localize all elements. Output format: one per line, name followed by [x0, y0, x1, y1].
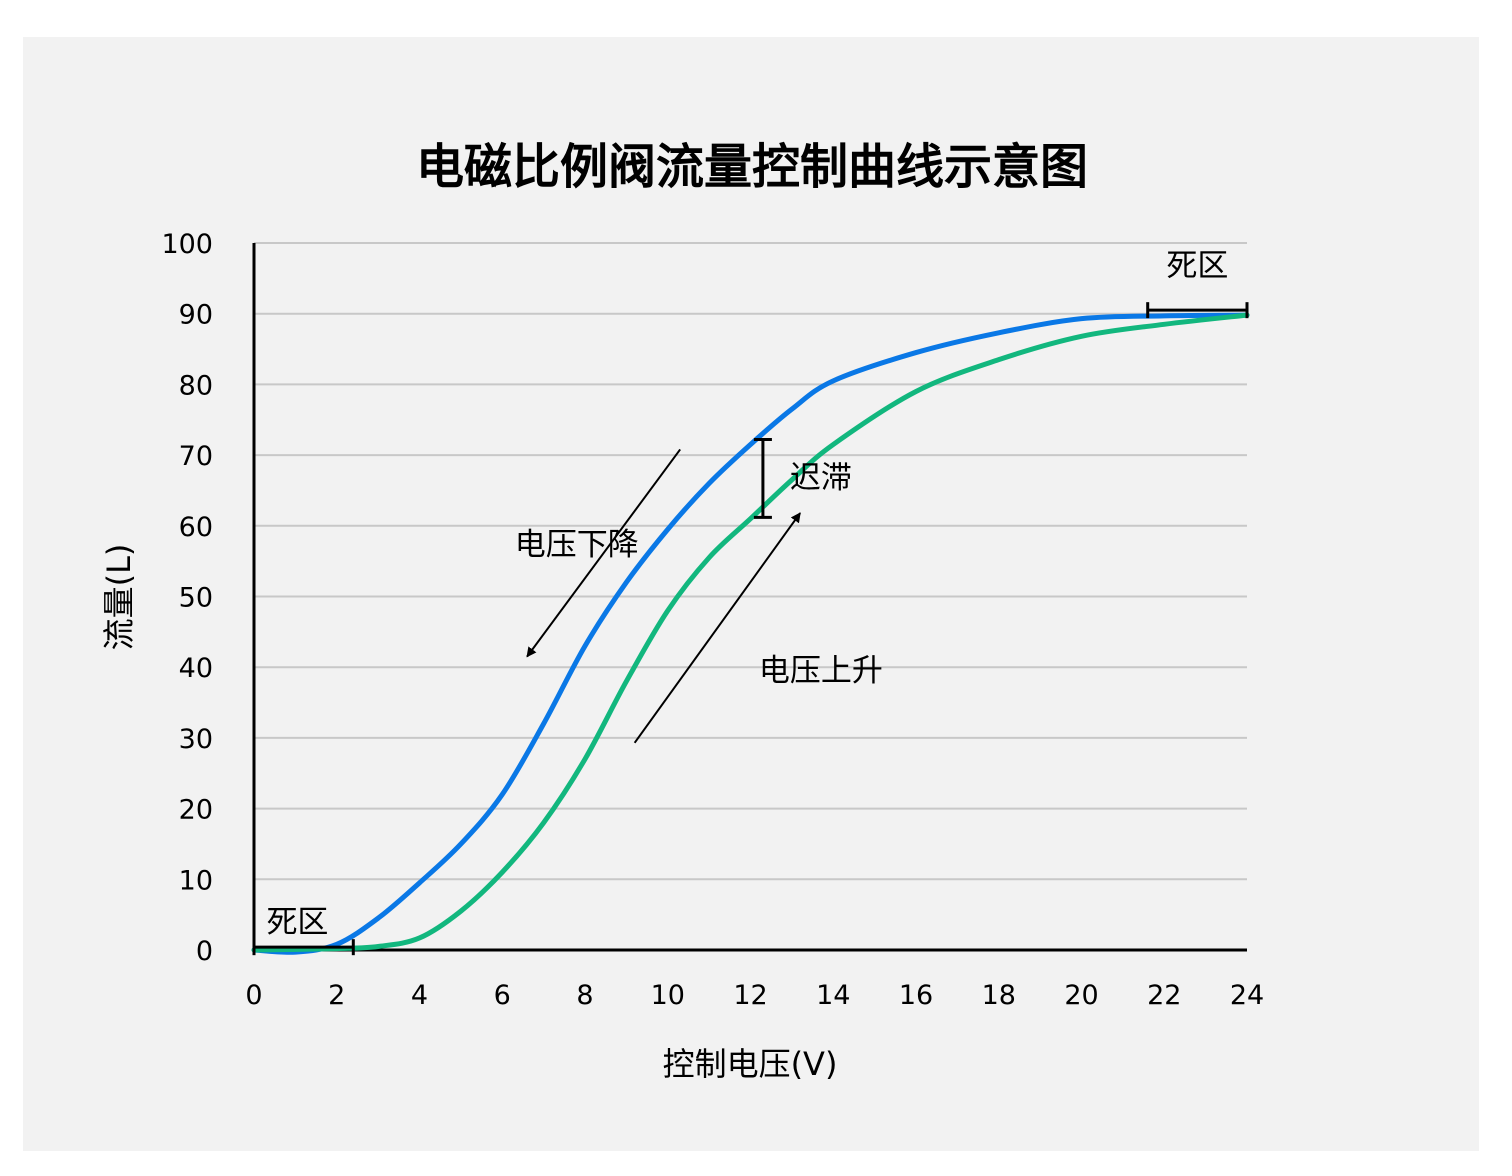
x-tick-label: 22: [1147, 980, 1181, 1011]
series-line-falling: [251, 312, 1250, 955]
y-tick-label: 40: [179, 653, 213, 684]
x-tick-label: 14: [816, 980, 850, 1011]
x-tick-label: 4: [411, 980, 428, 1011]
x-tick-label: 6: [494, 980, 511, 1011]
direction-arrow: [526, 448, 681, 658]
annotation-label: 死区: [1166, 248, 1228, 284]
annotation-label: 电压下降: [515, 527, 639, 563]
y-tick-label: 50: [179, 583, 213, 614]
x-tick-label: 16: [899, 980, 933, 1011]
x-axis-label: 控制电压(V): [663, 1045, 838, 1083]
series-line-rising: [251, 312, 1250, 953]
x-tick-label: 18: [982, 980, 1016, 1011]
x-tick-label: 24: [1230, 980, 1264, 1011]
y-tick-label: 100: [161, 229, 213, 260]
y-axis-label: 流量(L): [100, 544, 138, 651]
annotation-label: 电压上升: [759, 653, 883, 689]
x-tick-label: 12: [733, 980, 767, 1011]
y-tick-label: 70: [179, 441, 213, 472]
x-tick-label: 10: [651, 980, 685, 1011]
direction-arrow: [633, 512, 801, 744]
y-tick-label: 60: [179, 512, 213, 543]
chart-title: 电磁比例阀流量控制曲线示意图: [416, 139, 1088, 195]
annotation-label: 迟滞: [790, 460, 852, 496]
x-tick-label: 8: [576, 980, 593, 1011]
x-tick-label: 2: [328, 980, 345, 1011]
y-tick-label: 30: [179, 724, 213, 755]
y-tick-label: 10: [179, 865, 213, 896]
y-tick-label: 80: [179, 370, 213, 401]
y-tick-label: 20: [179, 795, 213, 826]
x-tick-label: 20: [1064, 980, 1098, 1011]
annotation-label: 死区: [266, 905, 328, 941]
y-tick-label: 90: [179, 300, 213, 331]
y-tick-label: 0: [196, 936, 213, 967]
chart-panel: [23, 37, 1479, 1151]
x-tick-label: 0: [245, 980, 262, 1011]
